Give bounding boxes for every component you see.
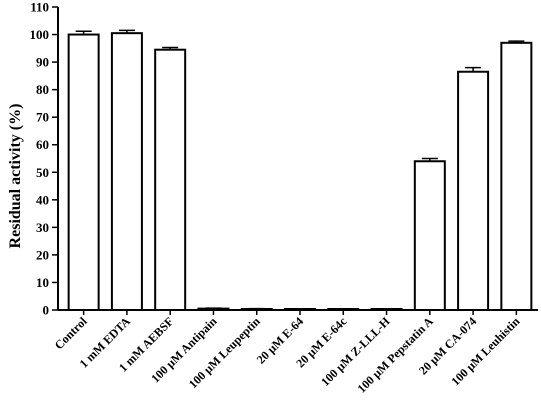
- x-category-label: 100 μM Pepstatin A: [355, 314, 437, 396]
- bar: [110, 32, 143, 311]
- y-tick-label: 20: [36, 247, 49, 262]
- bar: [457, 70, 490, 312]
- x-category-label: Control: [52, 314, 90, 352]
- y-tick-label: 40: [36, 192, 49, 207]
- bar: [67, 33, 100, 312]
- error-bars: [75, 29, 525, 310]
- y-tick-label: 30: [36, 220, 49, 235]
- bar: [154, 48, 187, 311]
- bar: [500, 41, 533, 312]
- y-tick-label: 0: [43, 303, 50, 318]
- y-tick-label: 50: [36, 165, 49, 180]
- y-tick-label: 60: [36, 137, 49, 152]
- y-tick-label: 70: [36, 110, 49, 125]
- bars: [67, 32, 533, 312]
- y-axis-ticks: 0 10 20 30 40 50 60 70 80 90 100 110: [30, 0, 58, 318]
- y-tick-label: 10: [36, 275, 49, 290]
- y-tick-label: 90: [36, 55, 49, 70]
- bar: [413, 160, 446, 311]
- y-axis-label: Residual activity (%): [7, 104, 24, 249]
- y-tick-label: 80: [36, 82, 49, 97]
- y-tick-label: 100: [30, 27, 50, 42]
- y-tick-label: 110: [30, 0, 49, 15]
